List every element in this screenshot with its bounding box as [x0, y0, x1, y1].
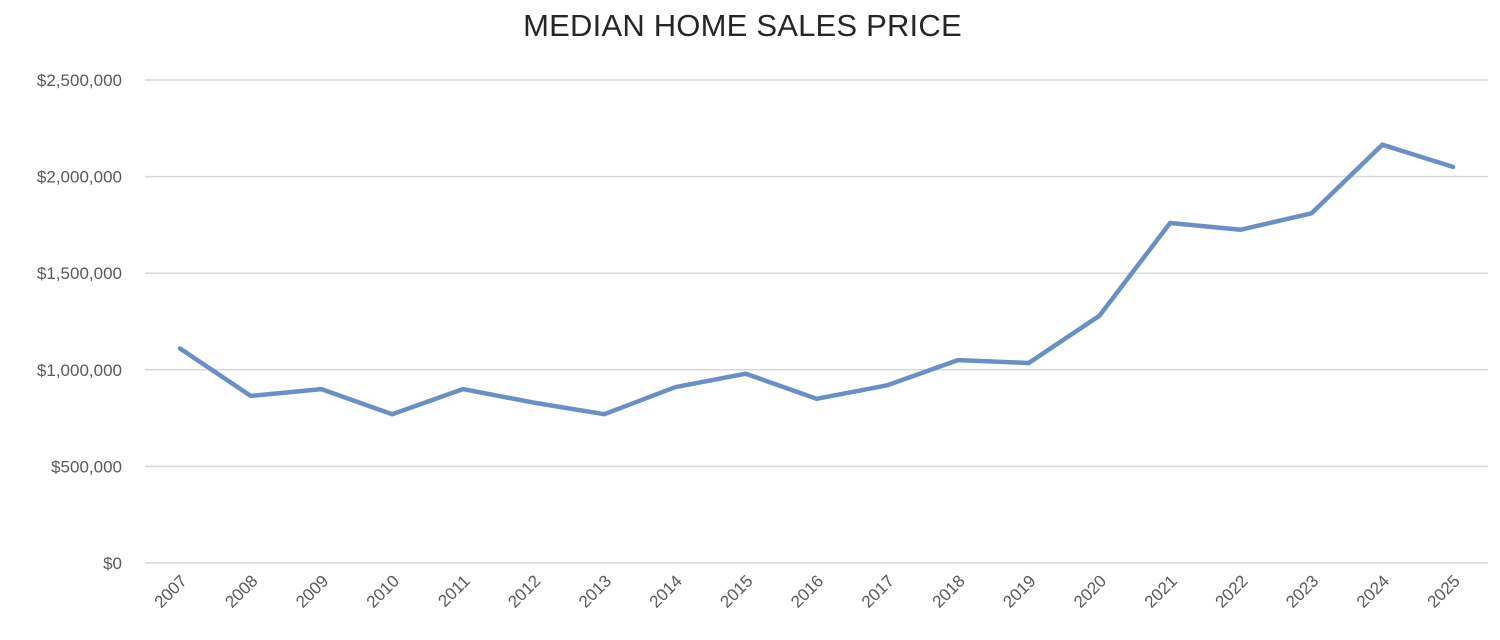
- x-tick-label: 2019: [999, 571, 1039, 611]
- x-tick-label: 2016: [787, 571, 827, 611]
- x-tick-label: 2014: [646, 571, 686, 611]
- x-tick-label: 2009: [292, 571, 332, 611]
- series-line: [177, 142, 1456, 417]
- x-tick-label: 2020: [1070, 571, 1110, 611]
- x-tick-label: 2022: [1211, 571, 1251, 611]
- x-tick-label: 2013: [575, 571, 615, 611]
- x-tick-label: 2011: [434, 571, 473, 610]
- chart-title: MEDIAN HOME SALES PRICE: [523, 8, 962, 43]
- x-axis-labels: 2007 2008 2009 2010 2011 2012 2013 2014 2015 2016…: [151, 571, 1464, 611]
- gridlines: [145, 79, 1488, 564]
- x-tick-label: 2024: [1353, 571, 1393, 611]
- data-series: [177, 142, 1456, 417]
- x-tick-label: 2021: [1141, 571, 1181, 611]
- x-tick-label: 2007: [151, 571, 191, 611]
- x-tick-label: 2023: [1282, 571, 1322, 611]
- y-tick-label: $1,000,000: [37, 361, 122, 380]
- y-tick-label: $500,000: [51, 457, 122, 476]
- y-tick-label: $0: [103, 554, 122, 573]
- y-axis-labels: $0 $500,000 $1,000,000 $1,500,000 $2,000,000…: [37, 71, 122, 573]
- y-tick-label: $1,500,000: [37, 264, 122, 283]
- x-tick-label: 2008: [221, 571, 261, 611]
- x-tick-label: 2010: [363, 571, 403, 611]
- x-tick-label: 2017: [858, 571, 898, 611]
- x-tick-label: 2025: [1424, 571, 1464, 611]
- x-tick-label: 2012: [504, 571, 544, 611]
- x-tick-label: 2015: [716, 571, 756, 611]
- y-tick-label: $2,000,000: [37, 168, 122, 187]
- y-tick-label: $2,500,000: [37, 71, 122, 90]
- x-tick-label: 2018: [929, 571, 969, 611]
